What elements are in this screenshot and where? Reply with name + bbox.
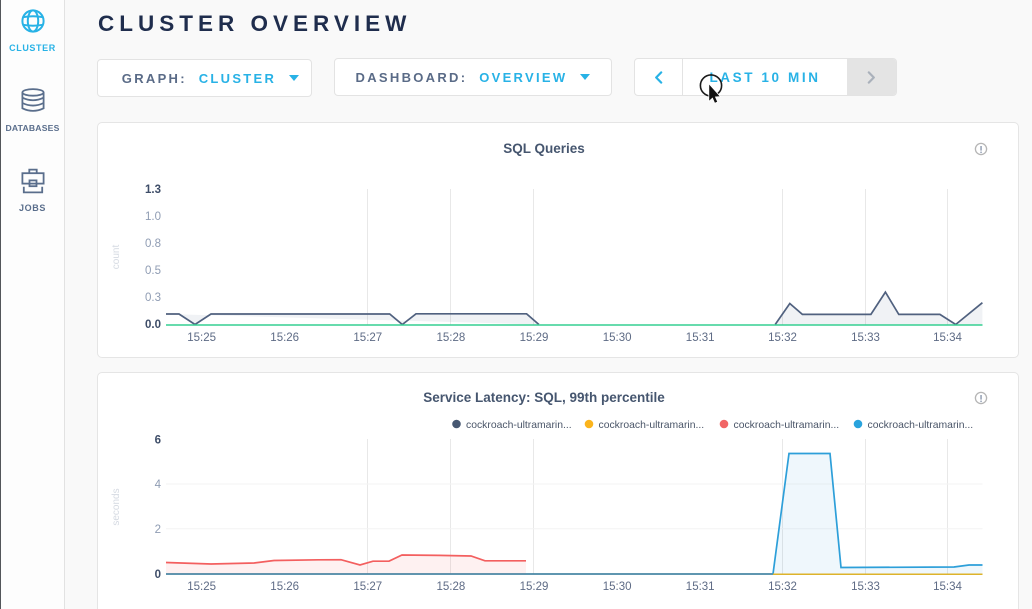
svg-text:0.0: 0.0	[145, 319, 161, 331]
svg-text:0.3: 0.3	[145, 292, 161, 304]
svg-text:15:33: 15:33	[851, 332, 880, 344]
svg-text:1.3: 1.3	[145, 184, 161, 196]
svg-text:15:25: 15:25	[187, 332, 216, 344]
svg-text:15:33: 15:33	[851, 581, 880, 593]
svg-text:seconds: seconds	[111, 488, 122, 525]
svg-text:15:29: 15:29	[520, 581, 549, 593]
svg-text:1.0: 1.0	[145, 211, 161, 223]
svg-text:15:26: 15:26	[270, 332, 299, 344]
svg-text:cockroach-ultramarin...: cockroach-ultramarin...	[466, 420, 572, 431]
svg-text:15:32: 15:32	[768, 581, 797, 593]
svg-text:2: 2	[155, 524, 161, 536]
svg-text:15:30: 15:30	[603, 332, 632, 344]
svg-text:15:28: 15:28	[437, 332, 466, 344]
svg-text:15:27: 15:27	[353, 581, 382, 593]
svg-text:cockroach-ultramarin...: cockroach-ultramarin...	[599, 420, 705, 431]
svg-text:15:31: 15:31	[686, 332, 715, 344]
svg-text:15:26: 15:26	[270, 581, 299, 593]
svg-text:cockroach-ultramarin...: cockroach-ultramarin...	[868, 420, 974, 431]
svg-text:count: count	[111, 245, 122, 270]
svg-text:15:32: 15:32	[768, 332, 797, 344]
svg-text:15:34: 15:34	[933, 332, 962, 344]
svg-text:15:28: 15:28	[437, 581, 466, 593]
svg-text:15:31: 15:31	[686, 581, 715, 593]
svg-text:0.5: 0.5	[145, 265, 161, 277]
svg-text:15:25: 15:25	[187, 581, 216, 593]
svg-text:15:34: 15:34	[933, 581, 962, 593]
svg-text:6: 6	[155, 435, 161, 447]
svg-text:0: 0	[155, 569, 161, 581]
svg-text:15:30: 15:30	[603, 581, 632, 593]
svg-text:4: 4	[155, 479, 162, 491]
svg-text:cockroach-ultramarin...: cockroach-ultramarin...	[734, 420, 840, 431]
svg-text:15:27: 15:27	[353, 332, 382, 344]
svg-text:0.8: 0.8	[145, 238, 161, 250]
svg-text:15:29: 15:29	[520, 332, 549, 344]
